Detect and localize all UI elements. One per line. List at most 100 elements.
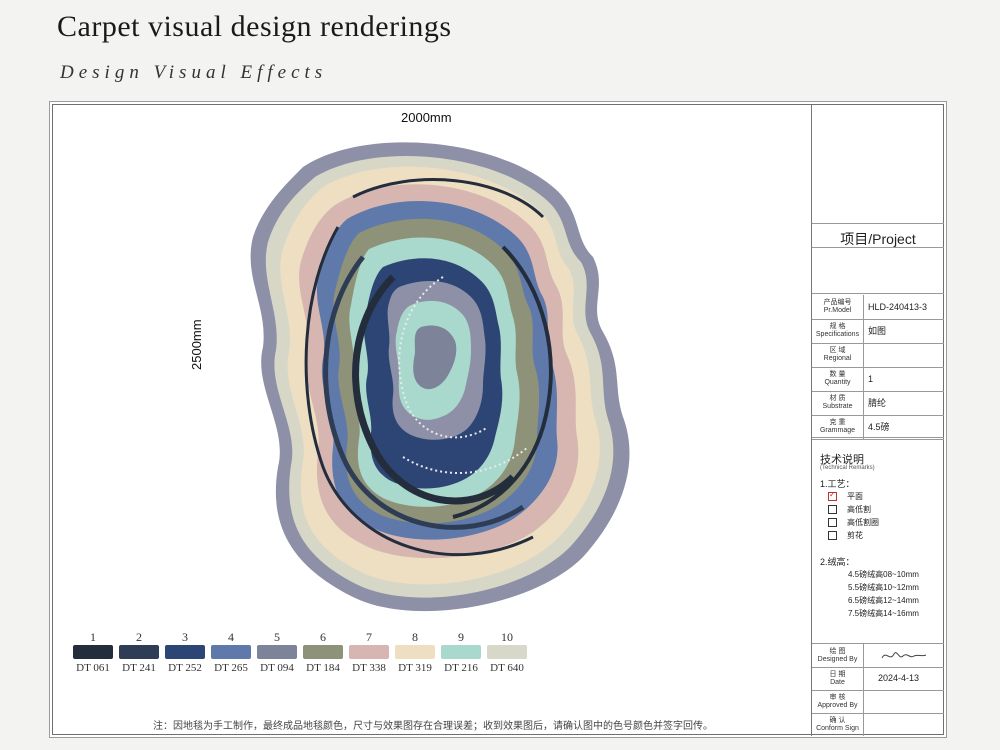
- pile-height-title: 2.绒高：: [820, 557, 855, 567]
- pile-height-row: 7.5磅绒高14~16mm: [848, 609, 919, 618]
- spec-label: 产品编号 Pr.Model: [812, 295, 864, 319]
- spec-row: 材 质 Substrate 腈纶: [812, 391, 944, 415]
- divider: [812, 667, 944, 668]
- page-subtitle: Design Visual Effects: [60, 62, 328, 83]
- color-swatch-6: 6 DT 184: [303, 630, 343, 674]
- swatch-number: 4: [228, 630, 234, 644]
- spec-value: 1: [868, 374, 874, 384]
- swatch-code: DT 094: [260, 662, 294, 674]
- carpet-rendering: [250, 142, 630, 612]
- process-option: 平面: [828, 489, 863, 503]
- swatch-color-chip: [349, 645, 389, 659]
- swatch-code: DT 252: [168, 662, 202, 674]
- spec-label: 数 量 Quantity: [812, 367, 864, 391]
- swatch-code: DT 061: [76, 662, 110, 674]
- swatch-code: DT 265: [214, 662, 248, 674]
- divider: [812, 415, 944, 416]
- color-swatch-4: 4 DT 265: [211, 630, 251, 674]
- spec-label: 规 格 Specifications: [812, 319, 864, 343]
- swatch-color-chip: [303, 645, 343, 659]
- pile-height-row: 4.5磅绒高08~10mm: [848, 570, 919, 579]
- divider: [812, 643, 944, 644]
- checkbox[interactable]: [828, 531, 837, 541]
- divider: [812, 437, 944, 438]
- swatch-number: 1: [90, 630, 96, 644]
- divider: [812, 391, 944, 392]
- spec-label-cn: 克 重: [829, 419, 846, 426]
- height-dimension: 2500mm: [189, 319, 204, 370]
- divider: [812, 713, 944, 714]
- signature-row: 审 核 Approved By: [812, 690, 944, 713]
- swatch-color-chip: [211, 645, 251, 659]
- spec-label: 克 重 Grammage: [812, 415, 864, 439]
- color-swatch-10: 10 DT 640: [487, 630, 527, 674]
- process-option-label: 高低割: [847, 505, 871, 514]
- title-block: 项目/Project 产品编号 Pr.Model HLD-240413-3 规 格 Sp…: [811, 105, 944, 736]
- spec-label-en: Quantity: [824, 379, 851, 386]
- divider: [812, 690, 944, 691]
- divider: [812, 319, 944, 320]
- checkbox[interactable]: [828, 518, 837, 528]
- spec-label: 区 域 Regional: [812, 343, 864, 367]
- signature-label-en: Conform Sign: [816, 724, 859, 732]
- swatch-code: DT 338: [352, 662, 386, 674]
- process-title: 1.工艺：: [820, 479, 855, 489]
- signature-label-cn: 审 核: [829, 693, 846, 701]
- checkbox[interactable]: [828, 489, 837, 502]
- rug-layer-inner: [349, 237, 520, 507]
- spec-value: HLD-240413-3: [868, 302, 928, 312]
- checkbox[interactable]: [828, 505, 837, 515]
- swatch-number: 9: [458, 630, 464, 644]
- spec-value: 如图: [868, 326, 887, 336]
- signature-label: 审 核 Approved By: [812, 690, 864, 713]
- swatch-number: 6: [320, 630, 326, 644]
- swatch-number: 2: [136, 630, 142, 644]
- signature-label-en: Approved By: [817, 701, 858, 709]
- spec-label-cn: 材 质: [829, 395, 846, 402]
- signature-label-cn: 确 认: [829, 716, 846, 724]
- divider: [812, 293, 944, 294]
- spec-row: 克 重 Grammage 4.5磅: [812, 415, 944, 439]
- spec-label-en: Specifications: [815, 331, 860, 338]
- tech-remarks-subtitle: (Technical Remarks): [820, 465, 875, 471]
- spec-value: 腈纶: [868, 398, 887, 408]
- swatch-color-chip: [441, 645, 481, 659]
- signature-row: 绘 图 Designed By: [812, 644, 944, 667]
- page-title: Carpet visual design renderings: [57, 10, 452, 43]
- process-option-label: 平面: [847, 492, 863, 501]
- swatch-code: DT 216: [444, 662, 478, 674]
- swatch-number: 10: [501, 630, 513, 644]
- process-option: 高低割: [828, 504, 871, 516]
- process-option: 剪花: [828, 530, 863, 542]
- disclaimer-note: 注：因地毯为手工制作，最终成品地毯颜色，尺寸与效果图存在合理误差；收到效果图后，…: [153, 721, 713, 732]
- spec-label-en: Substrate: [822, 403, 853, 410]
- swatch-color-chip: [257, 645, 297, 659]
- spec-label-cn: 产品编号: [823, 299, 852, 306]
- spec-label: 材 质 Substrate: [812, 391, 864, 415]
- divider: [812, 247, 944, 248]
- process-option-label: 高低割圈: [847, 518, 879, 527]
- divider: [812, 439, 944, 440]
- swatch-code: DT 640: [490, 662, 524, 674]
- spec-label-en: Grammage: [819, 427, 855, 434]
- color-swatch-legend: 1 DT 061 2 DT 241 3 DT 252 4 DT 265 5 DT 094 6 DT 1…: [73, 630, 533, 680]
- divider: [812, 343, 944, 344]
- signature-label-cn: 日 期: [829, 670, 846, 678]
- swatch-number: 3: [182, 630, 188, 644]
- pile-height-row: 5.5磅绒高10~12mm: [848, 583, 919, 592]
- swatch-code: DT 319: [398, 662, 432, 674]
- process-option-label: 剪花: [847, 531, 863, 540]
- swatch-color-chip: [165, 645, 205, 659]
- signature-label: 日 期 Date: [812, 667, 864, 690]
- signature-label-cn: 绘 图: [829, 647, 846, 655]
- spec-row: 产品编号 Pr.Model HLD-240413-3: [812, 295, 944, 319]
- project-label: 项目/Project: [840, 231, 916, 247]
- swatch-color-chip: [73, 645, 113, 659]
- swatch-code: DT 184: [306, 662, 340, 674]
- color-swatch-9: 9 DT 216: [441, 630, 481, 674]
- swatch-number: 7: [366, 630, 372, 644]
- tech-remarks-title: 技术说明: [820, 454, 864, 466]
- process-option: 高低割圈: [828, 517, 879, 529]
- spec-row: 数 量 Quantity 1: [812, 367, 944, 391]
- rug-swirl-lines: [304, 178, 553, 557]
